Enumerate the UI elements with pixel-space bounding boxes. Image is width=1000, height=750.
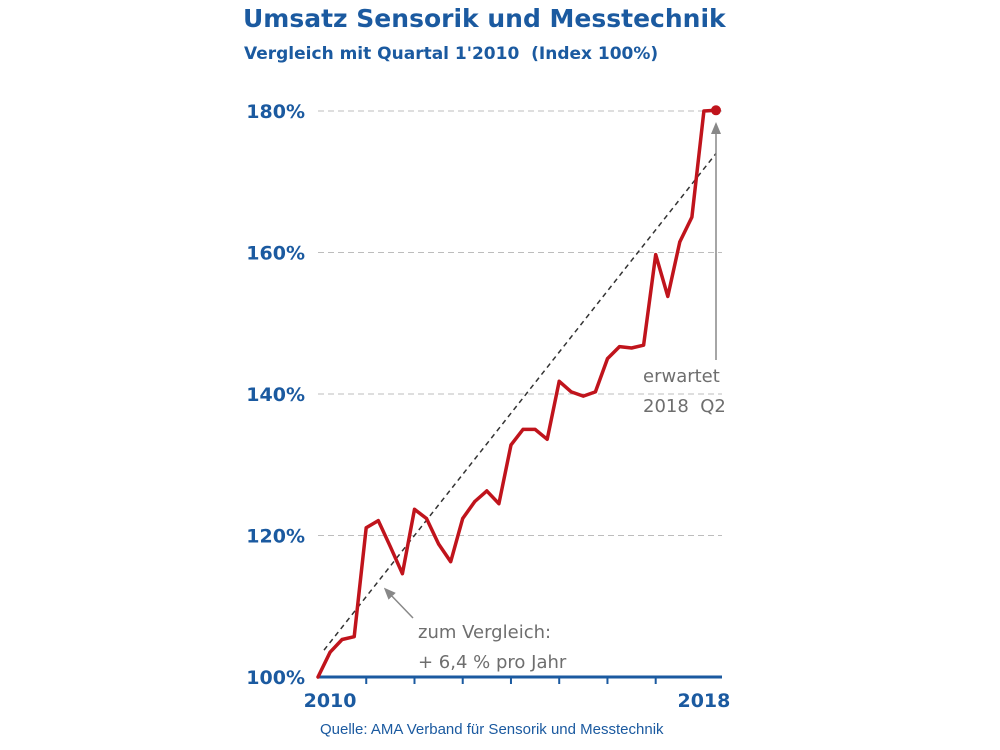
data-point [497, 502, 501, 506]
data-point [376, 519, 380, 523]
y-tick-label: 140% [246, 384, 305, 406]
data-point [328, 650, 332, 654]
trend-arrow [383, 587, 414, 619]
data-point [569, 390, 573, 394]
data-point [690, 215, 694, 219]
data-point [388, 545, 392, 549]
data-point [666, 294, 670, 298]
y-tick-label: 100% [246, 667, 305, 689]
x-axis: 2010 2018 [304, 675, 730, 712]
data-point [425, 517, 429, 521]
data-point [485, 489, 489, 493]
data-point [352, 635, 356, 639]
data-point [581, 394, 585, 398]
y-tick-label: 180% [246, 101, 305, 123]
data-point [400, 572, 404, 576]
trend-label-line-1: zum Vergleich: [418, 622, 551, 643]
trend-line [323, 152, 717, 651]
page-subtitle: Vergleich mit Quartal 1'2010 (Index 100%… [244, 44, 659, 64]
gridlines [318, 110, 722, 536]
data-point [449, 560, 453, 564]
data-point [702, 109, 706, 113]
expected-point-marker [711, 105, 721, 116]
trend-label-line-2: + 6,4 % pro Jahr [418, 652, 567, 673]
data-point [618, 345, 622, 349]
data-point [605, 357, 609, 361]
expected-label-line-2: 2018 Q2 [643, 396, 726, 417]
data-point [437, 542, 441, 546]
data-point [557, 379, 561, 383]
annotations: erwartet 2018 Q2 zum Vergleich: + 6,4 % … [383, 122, 726, 673]
data-point [630, 346, 634, 350]
data-point [654, 253, 658, 257]
data-point [593, 390, 597, 394]
data-point [521, 427, 525, 431]
source-note: Quelle: AMA Verband für Sensorik und Mes… [320, 721, 664, 738]
y-tick-label: 160% [246, 243, 305, 265]
data-point [678, 240, 682, 244]
data-point [461, 517, 465, 521]
series-layer [316, 105, 721, 679]
data-point [642, 343, 646, 347]
data-point [545, 437, 549, 441]
series-line [316, 108, 718, 679]
data-point [340, 638, 344, 642]
data-point [412, 507, 416, 511]
expected-label-line-1: erwartet [643, 366, 720, 387]
y-tick-label: 120% [246, 526, 305, 548]
data-point [509, 443, 513, 447]
data-point [473, 500, 477, 504]
x-tick-label: 2010 [304, 690, 357, 712]
data-point [364, 526, 368, 530]
data-point [533, 427, 537, 431]
data-point [316, 675, 320, 679]
x-tick-label: 2018 [677, 690, 730, 712]
y-axis: 100% 120% 140% 160% 180% [246, 101, 305, 689]
page-title: Umsatz Sensorik und Messtechnik [243, 4, 726, 33]
trend-layer [323, 152, 717, 651]
